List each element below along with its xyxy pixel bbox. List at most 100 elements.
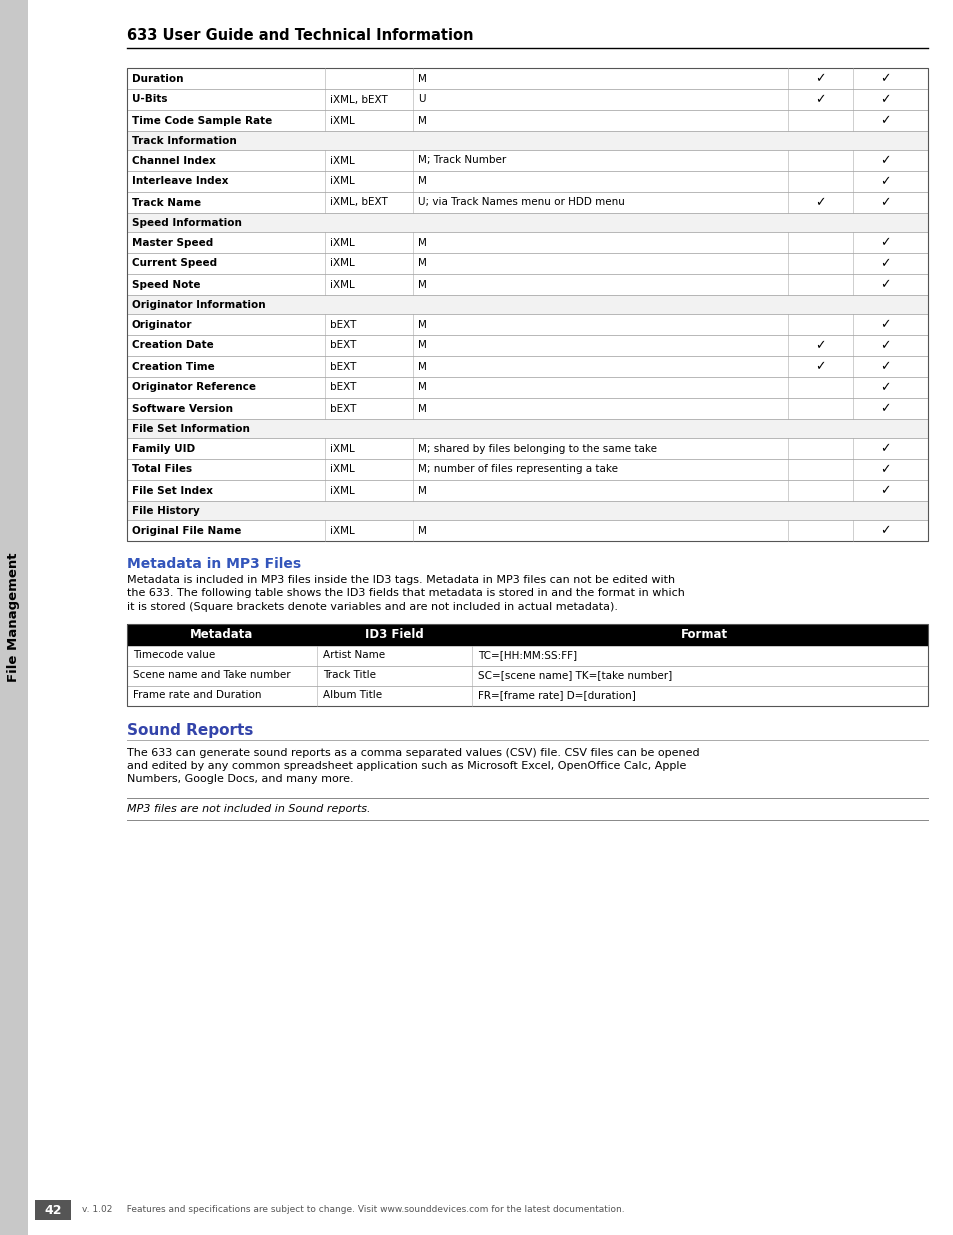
Bar <box>127 335 927 356</box>
Text: Album Title: Album Title <box>323 690 382 700</box>
Bar <box>127 232 927 253</box>
Text: File History: File History <box>132 505 199 515</box>
Bar <box>127 459 927 480</box>
Text: ✓: ✓ <box>880 484 890 496</box>
Text: iXML: iXML <box>330 485 355 495</box>
Text: ✓: ✓ <box>880 154 890 167</box>
Bar <box>127 666 927 685</box>
Bar <box>127 419 927 438</box>
Text: and edited by any common spreadsheet application such as Microsoft Excel, OpenOf: and edited by any common spreadsheet app… <box>127 761 685 771</box>
Text: U; via Track Names menu or HDD menu: U; via Track Names menu or HDD menu <box>417 198 624 207</box>
Bar <box>35 1200 71 1220</box>
Text: File Set Information: File Set Information <box>132 424 250 433</box>
Text: v. 1.02     Features and specifications are subject to change. Visit www.soundde: v. 1.02 Features and specifications are … <box>82 1205 624 1214</box>
Text: ✓: ✓ <box>880 338 890 352</box>
Text: U-Bits: U-Bits <box>132 95 168 105</box>
Text: bEXT: bEXT <box>330 341 356 351</box>
Text: Creation Date: Creation Date <box>132 341 213 351</box>
Bar <box>127 253 927 274</box>
Text: ✓: ✓ <box>880 403 890 415</box>
Text: Current Speed: Current Speed <box>132 258 217 268</box>
Text: Track Title: Track Title <box>323 671 375 680</box>
Text: iXML: iXML <box>330 258 355 268</box>
Text: iXML: iXML <box>330 156 355 165</box>
Text: ID3 Field: ID3 Field <box>365 629 423 641</box>
Text: Track Information: Track Information <box>132 136 236 146</box>
Text: Format: Format <box>680 629 727 641</box>
Text: Originator Reference: Originator Reference <box>132 383 255 393</box>
Text: M: M <box>417 258 426 268</box>
Bar <box>127 131 927 149</box>
Bar <box>127 68 927 89</box>
Text: ✓: ✓ <box>880 442 890 454</box>
Bar <box>0 0 28 1235</box>
Bar <box>127 480 927 501</box>
Bar <box>127 212 927 232</box>
Bar <box>127 501 927 520</box>
Text: ✓: ✓ <box>815 196 825 209</box>
Text: Frame rate and Duration: Frame rate and Duration <box>132 690 261 700</box>
Text: Originator Information: Originator Information <box>132 300 265 310</box>
Text: Creation Time: Creation Time <box>132 362 214 372</box>
Bar <box>127 520 927 541</box>
Text: M: M <box>417 320 426 330</box>
Text: ✓: ✓ <box>815 338 825 352</box>
Text: ✓: ✓ <box>880 524 890 537</box>
Text: MP3 files are not included in Sound reports.: MP3 files are not included in Sound repo… <box>127 804 370 814</box>
Text: ✓: ✓ <box>880 72 890 85</box>
Text: M: M <box>417 526 426 536</box>
Text: bEXT: bEXT <box>330 383 356 393</box>
Text: Originator: Originator <box>132 320 193 330</box>
Text: ✓: ✓ <box>880 236 890 249</box>
Bar <box>127 149 927 170</box>
Bar <box>127 624 927 705</box>
Text: ✓: ✓ <box>880 175 890 188</box>
Text: ✓: ✓ <box>815 93 825 106</box>
Bar <box>127 685 927 705</box>
Text: M: M <box>417 404 426 414</box>
Text: ✓: ✓ <box>815 72 825 85</box>
Text: M: M <box>417 362 426 372</box>
Bar <box>127 356 927 377</box>
Text: M: M <box>417 341 426 351</box>
Text: File Set Index: File Set Index <box>132 485 213 495</box>
Bar <box>127 89 927 110</box>
Text: TC=[HH:MM:SS:FF]: TC=[HH:MM:SS:FF] <box>477 651 577 661</box>
Text: iXML: iXML <box>330 526 355 536</box>
Text: M: M <box>417 237 426 247</box>
Text: M; number of files representing a take: M; number of files representing a take <box>417 464 618 474</box>
Text: M: M <box>417 177 426 186</box>
Text: Scene name and Take number: Scene name and Take number <box>132 671 291 680</box>
Text: M; shared by files belonging to the same take: M; shared by files belonging to the same… <box>417 443 657 453</box>
Text: Numbers, Google Docs, and many more.: Numbers, Google Docs, and many more. <box>127 774 354 784</box>
Text: ✓: ✓ <box>880 317 890 331</box>
Text: ✓: ✓ <box>880 114 890 127</box>
Text: 633 User Guide and Technical Information: 633 User Guide and Technical Information <box>127 27 473 42</box>
Text: Timecode value: Timecode value <box>132 651 215 661</box>
Text: Track Name: Track Name <box>132 198 201 207</box>
Bar <box>127 68 927 541</box>
Text: it is stored (Square brackets denote variables and are not included in actual me: it is stored (Square brackets denote var… <box>127 601 618 613</box>
Text: the 633. The following table shows the ID3 fields that metadata is stored in and: the 633. The following table shows the I… <box>127 589 684 599</box>
Text: M: M <box>417 279 426 289</box>
Text: M: M <box>417 485 426 495</box>
Bar <box>127 646 927 666</box>
Text: Metadata in MP3 Files: Metadata in MP3 Files <box>127 557 301 571</box>
Text: iXML, bEXT: iXML, bEXT <box>330 198 387 207</box>
Bar <box>127 398 927 419</box>
Text: File Management: File Management <box>8 552 20 682</box>
Text: M: M <box>417 116 426 126</box>
Text: bEXT: bEXT <box>330 362 356 372</box>
Text: Interleave Index: Interleave Index <box>132 177 229 186</box>
Text: 42: 42 <box>44 1203 62 1216</box>
Text: Channel Index: Channel Index <box>132 156 215 165</box>
Text: U: U <box>417 95 425 105</box>
Text: bEXT: bEXT <box>330 320 356 330</box>
Text: Original File Name: Original File Name <box>132 526 241 536</box>
Text: FR=[frame rate] D=[duration]: FR=[frame rate] D=[duration] <box>477 690 636 700</box>
Text: iXML: iXML <box>330 443 355 453</box>
Text: Master Speed: Master Speed <box>132 237 213 247</box>
Text: Metadata is included in MP3 files inside the ID3 tags. Metadata in MP3 files can: Metadata is included in MP3 files inside… <box>127 576 675 585</box>
Bar <box>127 624 927 646</box>
Text: ✓: ✓ <box>880 93 890 106</box>
